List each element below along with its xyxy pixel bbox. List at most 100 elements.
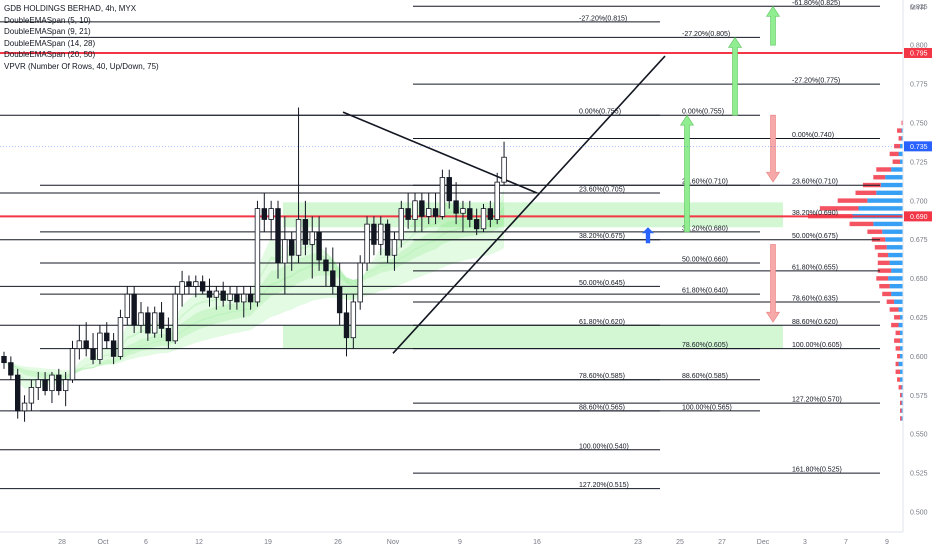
candles bbox=[1, 107, 507, 422]
candle-body bbox=[124, 293, 130, 318]
price-tick-label: 0.750 bbox=[910, 121, 928, 128]
volume-bar-down bbox=[873, 175, 886, 180]
time-tick-label: 23 bbox=[634, 539, 642, 546]
volume-bar-down bbox=[897, 354, 901, 359]
time-tick-label: 9 bbox=[885, 539, 889, 546]
price-axis: 0.500 0.525 0.550 0.575 0.600 0.625 0.650 0.675… bbox=[0, 4, 932, 517]
signal-arrow bbox=[642, 227, 654, 244]
volume-bar-up bbox=[900, 346, 903, 351]
fib-level-label: 78.60%(0.635) bbox=[792, 295, 838, 302]
price-tick-label: 0.800 bbox=[910, 43, 928, 50]
volume-bar-up bbox=[886, 245, 903, 250]
candle-body bbox=[138, 312, 144, 326]
candle-body bbox=[145, 312, 151, 334]
candle-body bbox=[227, 293, 233, 301]
fib-level-label: 0.00%(0.755) bbox=[579, 109, 621, 116]
candle-body bbox=[213, 290, 220, 298]
candle-body bbox=[323, 259, 329, 272]
candle-body bbox=[186, 281, 192, 287]
volume-bar-up bbox=[901, 392, 903, 398]
volume-bar-up bbox=[898, 361, 903, 367]
volume-bar-up bbox=[880, 182, 903, 188]
time-tick-label: 25 bbox=[676, 539, 684, 546]
ema-band bbox=[4, 214, 505, 378]
volume-bar-up bbox=[889, 283, 903, 289]
time-tick-label: 16 bbox=[533, 539, 541, 546]
candle-body bbox=[14, 374, 21, 412]
green-zones bbox=[283, 202, 783, 349]
candle-body bbox=[336, 285, 343, 314]
candle-body bbox=[193, 281, 199, 287]
fib-level-label: 38.20%(0.675) bbox=[579, 233, 625, 240]
resistance-price-label: 0.690 bbox=[910, 214, 928, 221]
fib-level-label: 38.20%(0.680) bbox=[682, 225, 728, 232]
candle-body bbox=[467, 208, 473, 220]
resistance-price-tag bbox=[904, 47, 932, 58]
legend-indicator[interactable]: DoubleEMASpan (9, 21) bbox=[4, 27, 91, 36]
candle-body bbox=[172, 293, 178, 342]
candle-body bbox=[378, 223, 384, 245]
volume-bar-down bbox=[900, 416, 902, 421]
ema-bands bbox=[4, 188, 505, 389]
volume-bar-up bbox=[873, 221, 903, 227]
legend-indicator[interactable]: DoubleEMASpan (5, 10) bbox=[4, 15, 91, 25]
volume-bar-down bbox=[898, 136, 902, 141]
candle-body bbox=[432, 208, 439, 217]
candle-body bbox=[357, 262, 363, 303]
price-tick-label: 0.500 bbox=[910, 510, 928, 517]
candle-body bbox=[316, 231, 322, 261]
volume-bar-up bbox=[900, 143, 903, 149]
volume-bar-down bbox=[900, 400, 902, 406]
volume-bar-up bbox=[898, 151, 903, 157]
fib-level-label: -27.20%(0.815) bbox=[579, 15, 627, 22]
candle-body bbox=[97, 332, 103, 360]
price-tick-label: 0.725 bbox=[910, 159, 928, 166]
volume-bar-up bbox=[901, 136, 903, 141]
candle-body bbox=[261, 208, 267, 220]
volume-bar-up bbox=[900, 369, 903, 374]
fib-level-label: 78.60%(0.605) bbox=[682, 342, 728, 349]
ema-band bbox=[4, 188, 505, 389]
volume-bar-down bbox=[819, 206, 859, 211]
volume-bar-up bbox=[891, 291, 903, 297]
volume-bar-down bbox=[894, 315, 901, 320]
candle-body bbox=[268, 208, 274, 220]
candle-body bbox=[330, 270, 336, 287]
fib-level-label: 50.00%(0.675) bbox=[792, 233, 838, 240]
candle-body bbox=[83, 340, 89, 350]
volume-bar-up bbox=[900, 159, 903, 164]
volume-bar-down bbox=[897, 128, 902, 133]
time-tick-label: Nov bbox=[387, 539, 400, 546]
candle-body bbox=[302, 219, 309, 245]
volume-bar-up bbox=[858, 206, 903, 211]
forecast-arrows bbox=[642, 5, 781, 323]
volume-bar-down bbox=[895, 330, 901, 336]
candle-body bbox=[8, 362, 14, 376]
volume-bar-up bbox=[900, 377, 903, 382]
fib-level-label: 61.80%(0.640) bbox=[682, 288, 728, 295]
candle-body bbox=[412, 200, 418, 220]
fib-level-label: 23.60%(0.710) bbox=[792, 179, 838, 186]
fib-level-label: 23.60%(0.705) bbox=[579, 187, 625, 194]
candle-body bbox=[425, 208, 432, 217]
ema-band bbox=[4, 206, 505, 380]
last-price-tag bbox=[904, 141, 932, 152]
time-tick-label: 19 bbox=[264, 539, 272, 546]
legend-indicator[interactable]: VPVR (Number Of Rows, 40, Up/Down, 75) bbox=[4, 61, 159, 71]
legend-indicator[interactable]: DoubleEMASpan (14, 28) bbox=[4, 38, 96, 48]
volume-bar-down bbox=[837, 198, 868, 203]
price-tick-label: 0.700 bbox=[910, 198, 928, 205]
candle-body bbox=[343, 312, 350, 339]
candle-body bbox=[473, 219, 480, 230]
volume-bar-down bbox=[855, 190, 877, 196]
time-tick-label: 26 bbox=[334, 539, 342, 546]
volume-bar-down bbox=[849, 221, 874, 227]
volume-bar-up bbox=[891, 268, 903, 273]
candle-body bbox=[49, 374, 55, 392]
volume-bar-up bbox=[891, 167, 903, 172]
fib-level-label: 161.80%(0.525) bbox=[792, 467, 842, 474]
candle-body bbox=[460, 208, 466, 214]
candle-body bbox=[21, 402, 28, 412]
legend-indicator[interactable]: DoubleEMASpan (20, 50) bbox=[4, 50, 96, 59]
